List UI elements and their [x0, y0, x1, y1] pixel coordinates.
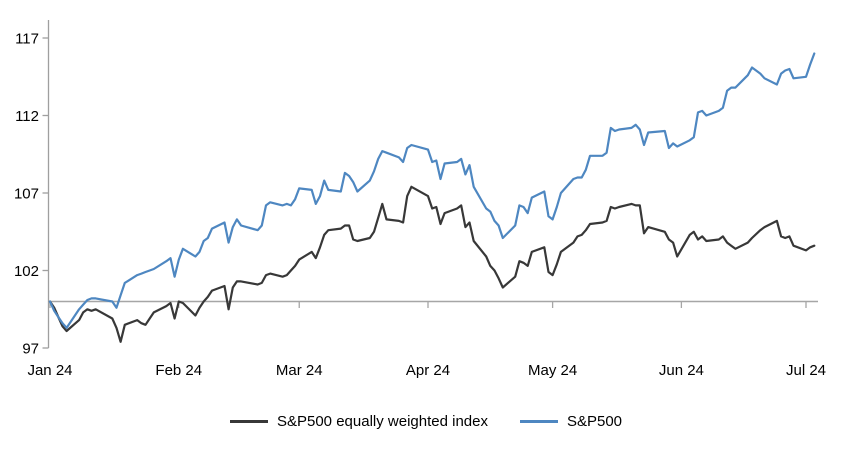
chart-legend: S&P500 equally weighted index S&P500 — [0, 413, 852, 430]
legend-label-equal-weight: S&P500 equally weighted index — [276, 413, 488, 430]
x-axis-tick-label: Feb 24 — [155, 362, 202, 379]
x-axis-tick-label: Jul 24 — [786, 362, 826, 379]
y-axis-tick-label: 117 — [15, 31, 39, 48]
x-axis-tick-label: Apr 24 — [406, 362, 450, 379]
x-axis-tick-label: Jan 24 — [27, 362, 72, 379]
equal-weight-line-series — [48, 185, 816, 343]
y-axis-tick-label: 112 — [15, 108, 39, 125]
y-axis-tick-label: 102 — [14, 263, 39, 280]
sp500-line-series — [48, 52, 816, 329]
legend-item-equal-weight: S&P500 equally weighted index — [229, 413, 488, 430]
y-axis-tick-label: 107 — [14, 186, 39, 203]
x-axis-tick-label: Mar 24 — [276, 362, 323, 379]
legend-item-sp500: S&P500 — [519, 413, 623, 430]
equal-weight-line-swatch — [229, 420, 268, 423]
sp500-line-swatch — [519, 420, 558, 423]
x-axis-tick-label: May 24 — [528, 362, 577, 379]
y-axis-tick-label: 97 — [22, 341, 39, 358]
x-axis-tick-label: Jun 24 — [659, 362, 704, 379]
legend-label-sp500: S&P500 — [566, 413, 623, 430]
